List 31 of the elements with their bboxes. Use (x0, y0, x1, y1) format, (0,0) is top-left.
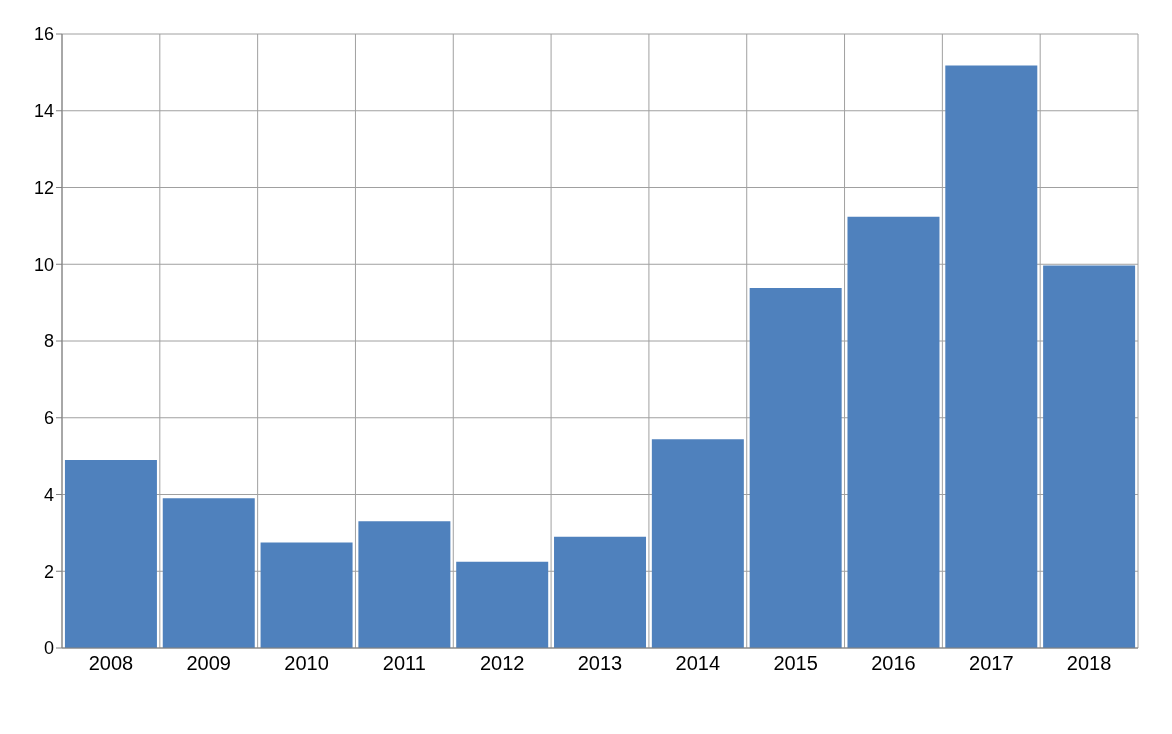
y-tick-label: 14 (33, 101, 54, 122)
bar (260, 542, 353, 648)
y-tick-label: 4 (43, 484, 54, 505)
bar (64, 459, 157, 648)
y-tick-label: 12 (33, 177, 54, 198)
x-tick-label: 2011 (382, 652, 426, 675)
y-tick-label: 16 (33, 24, 54, 45)
x-tick-label: 2008 (88, 652, 134, 675)
x-tick-label: 2018 (1066, 652, 1112, 675)
bar (554, 536, 647, 648)
x-tick-label: 2015 (773, 652, 818, 675)
bar (1043, 265, 1136, 648)
y-tick-label: 6 (43, 408, 54, 429)
bar (749, 288, 842, 648)
y-tick-label: 0 (43, 638, 54, 659)
bar (945, 65, 1038, 648)
x-tick-label: 2010 (284, 652, 329, 675)
x-tick-label: 2009 (186, 652, 231, 675)
y-tick-label: 8 (43, 331, 54, 352)
x-tick-label: 2013 (577, 652, 623, 675)
x-tick-label: 2014 (675, 652, 721, 675)
x-tick-label: 2017 (969, 652, 1014, 675)
x-tick-label: 2016 (871, 652, 916, 675)
bar (651, 439, 744, 648)
y-tick-label: 10 (33, 254, 54, 275)
x-tick-label: 2012 (479, 652, 525, 675)
bar (456, 561, 549, 648)
y-tick-label: 2 (43, 561, 54, 582)
bar (358, 521, 451, 648)
bar (847, 216, 940, 648)
bar (162, 498, 255, 648)
